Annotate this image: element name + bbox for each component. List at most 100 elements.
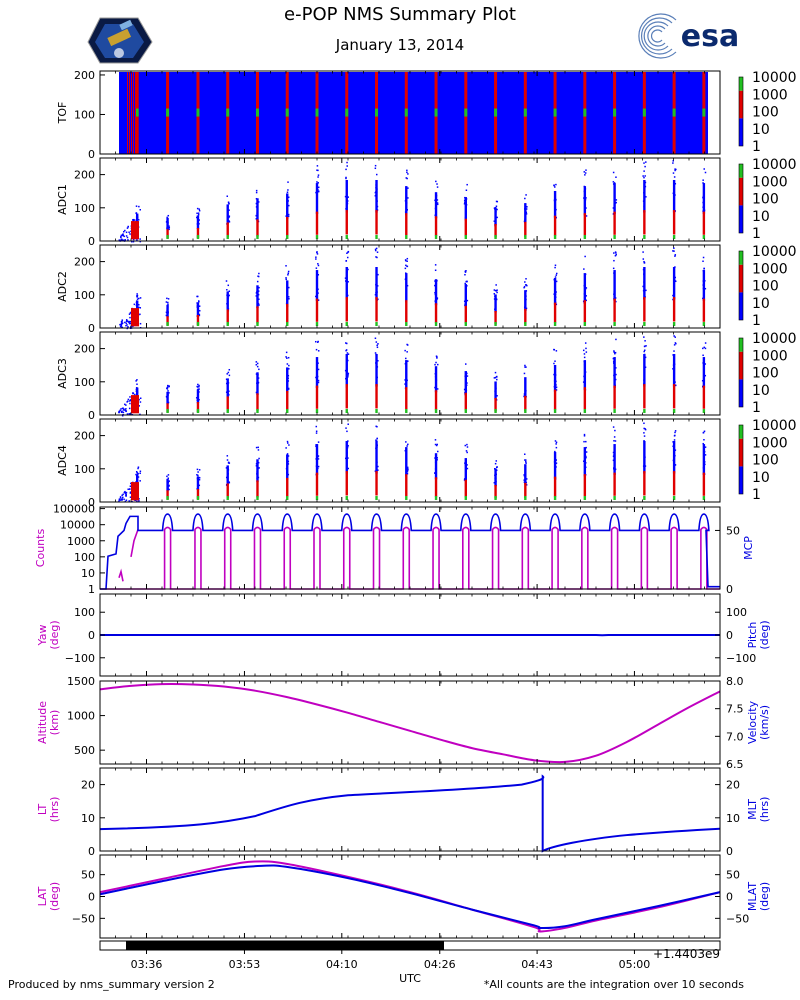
count-dot: [436, 183, 438, 185]
count-dot: [493, 481, 496, 484]
count-dot: [121, 322, 124, 324]
count-column: [464, 496, 467, 501]
count-dot: [347, 423, 349, 425]
x-axis-label: UTC: [399, 972, 421, 985]
colorbar-label: 1000: [752, 261, 788, 277]
count-dot: [584, 255, 586, 258]
count-column: [643, 409, 646, 414]
count-dot: [121, 238, 123, 241]
count-dot: [434, 284, 436, 287]
counts-axis-label-line: Counts: [34, 529, 47, 568]
count-column: [613, 183, 616, 214]
count-dot: [126, 236, 129, 239]
count-dot: [257, 446, 259, 449]
y-tick-label: 50: [726, 869, 740, 882]
count-dot: [226, 459, 229, 461]
count-dot: [166, 475, 168, 478]
count-dot: [198, 305, 201, 307]
count-column: [583, 360, 587, 390]
count-column: [286, 496, 289, 501]
count-dot: [317, 379, 320, 382]
count-dot: [434, 439, 437, 441]
count-dot: [139, 313, 141, 316]
y-tick-label: 50: [726, 524, 740, 537]
count-dot: [198, 309, 201, 312]
count-dot: [703, 267, 705, 270]
count-column: [702, 322, 706, 327]
y-tick-label: 0: [88, 891, 95, 904]
count-dot: [405, 177, 408, 179]
count-dot: [704, 454, 707, 456]
count-dot: [139, 322, 142, 325]
count-dot: [494, 376, 497, 379]
count-column: [375, 471, 378, 496]
y-tick-label: 200: [74, 169, 95, 182]
count-dot: [464, 273, 466, 276]
y-tick-label: 100: [74, 551, 95, 564]
count-dot: [198, 313, 201, 316]
tof-burst-peak: [583, 108, 587, 117]
count-dot: [121, 498, 124, 500]
count-dot: [464, 363, 467, 365]
count-column: [434, 216, 438, 236]
count-dot: [553, 362, 555, 365]
count-dot: [139, 297, 142, 299]
count-column: [672, 471, 676, 496]
count-dot: [122, 233, 124, 236]
count-dot: [642, 251, 644, 253]
count-dot: [612, 171, 615, 174]
count-dot: [127, 320, 129, 323]
count-dot: [347, 281, 349, 283]
count-dot: [285, 265, 287, 267]
count-dot: [704, 446, 707, 448]
y-axis-label-line: ADC4: [56, 445, 69, 476]
page-date: January 13, 2014: [335, 36, 464, 54]
right-axis-label: MLT (hrs): [746, 797, 771, 823]
count-dot: [555, 350, 558, 352]
count-column: [643, 353, 646, 387]
count-dot: [406, 445, 408, 447]
colorbar-label: 1000: [752, 87, 788, 103]
count-dot: [121, 414, 124, 417]
count-dot: [257, 275, 259, 277]
colorbar-green: [739, 251, 743, 265]
count-column: [405, 496, 408, 501]
count-dot: [405, 441, 407, 443]
count-dot: [674, 255, 676, 257]
count-dot: [674, 384, 677, 387]
count-dot: [121, 499, 123, 501]
count-dot: [347, 353, 350, 355]
count-dot: [137, 476, 140, 478]
count-column: [434, 390, 438, 410]
colorbar-blue: [739, 379, 743, 407]
count-dot: [525, 208, 528, 210]
count-column: [643, 235, 646, 240]
count-dot: [496, 291, 498, 294]
count-column: [405, 235, 408, 240]
count-dot: [555, 443, 557, 445]
count-dot: [435, 361, 437, 364]
count-dot: [643, 176, 645, 179]
count-dot: [495, 290, 498, 292]
count-dot: [124, 239, 126, 241]
right-axis-label-line: MLT: [746, 799, 759, 820]
tof-burst-peak: [404, 108, 408, 117]
count-dot: [585, 215, 588, 217]
y-tick-label: 0: [88, 148, 95, 161]
count-dot: [673, 250, 675, 252]
count-dot: [196, 386, 199, 388]
count-dot: [406, 257, 409, 260]
count-dot: [496, 466, 498, 468]
count-dot: [138, 205, 140, 208]
count-column: [256, 198, 259, 222]
count-dot: [613, 351, 616, 354]
count-dot: [615, 252, 617, 254]
count-dot: [612, 207, 615, 209]
count-dot: [525, 278, 527, 280]
count-dot: [585, 451, 588, 453]
count-column: [702, 298, 706, 322]
count-dot: [125, 499, 128, 501]
spectrogram-frame: [99, 331, 721, 416]
y-tick-label: −50: [726, 912, 749, 925]
count-dot: [494, 371, 497, 374]
